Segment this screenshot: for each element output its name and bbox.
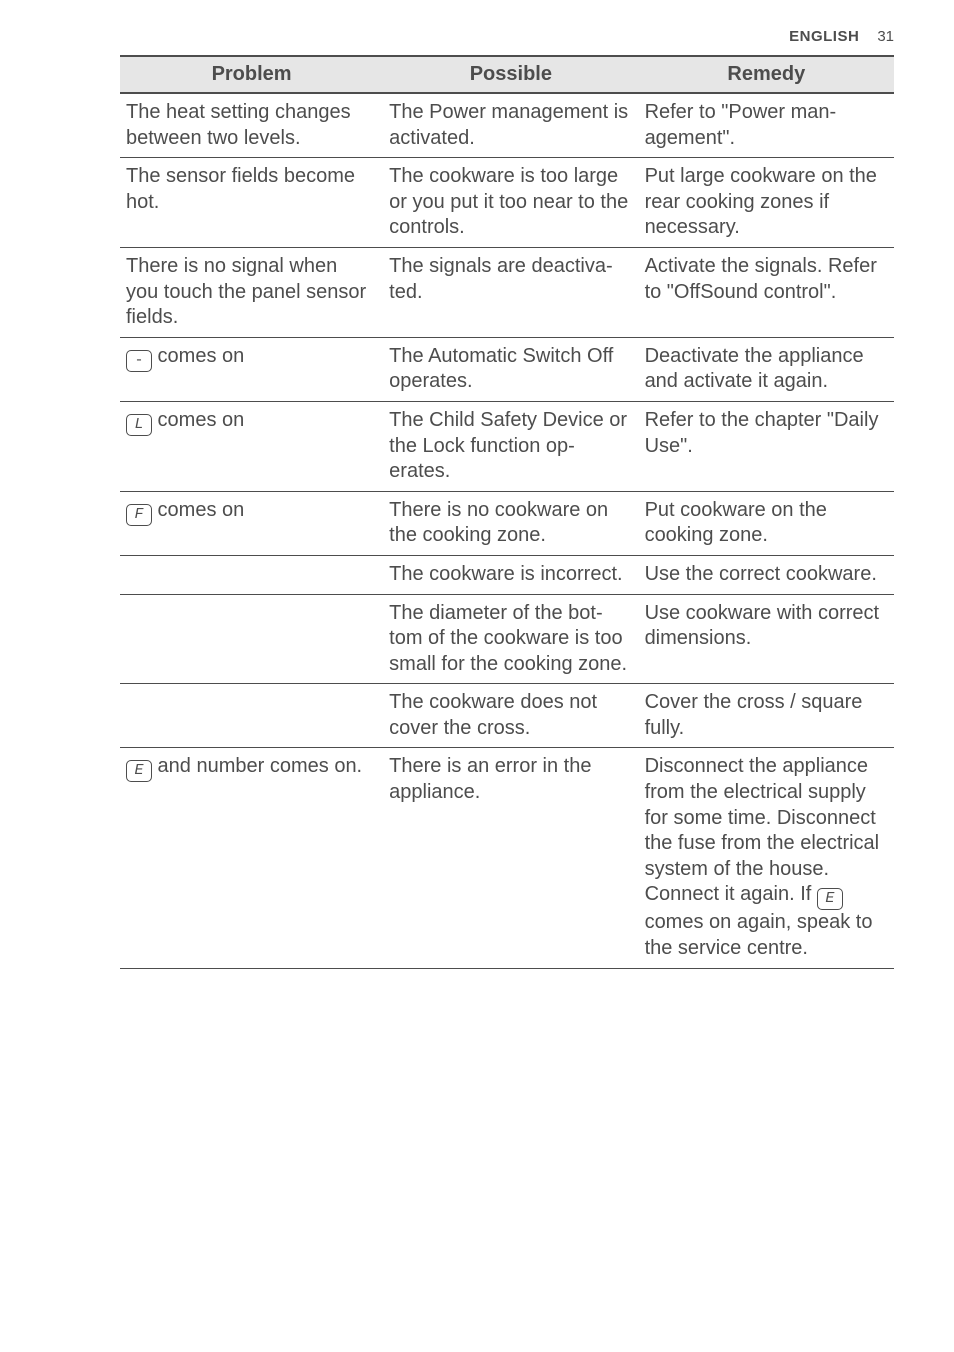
cell-problem: - comes on <box>120 337 383 401</box>
table-row: E and number comes on.There is an error … <box>120 748 894 968</box>
cell-possible: The Automatic Switch Off operates. <box>383 337 638 401</box>
display-symbol: L <box>126 414 152 436</box>
table-row: The diameter of the bot­tom of the cookw… <box>120 594 894 684</box>
cell-remedy: Deactivate the appliance and activate it… <box>639 337 894 401</box>
col-possible: Possible <box>383 56 638 93</box>
cell-problem <box>120 684 383 748</box>
col-remedy: Remedy <box>639 56 894 93</box>
table-row: F comes onThere is no cookware on the co… <box>120 491 894 555</box>
cell-possible: The cookware does not cover the cross. <box>383 684 638 748</box>
cell-remedy: Refer to the chapter "Daily Use". <box>639 401 894 491</box>
troubleshooting-table: Problem Possible Remedy The heat setting… <box>120 55 894 969</box>
cell-problem: The heat setting changes between two lev… <box>120 93 383 158</box>
table-row: There is no signal when you touch the pa… <box>120 247 894 337</box>
cell-problem <box>120 594 383 684</box>
cell-remedy: Put large cookware on the rear cooking z… <box>639 158 894 248</box>
cell-remedy: Use cookware with cor­rect dimensions. <box>639 594 894 684</box>
cell-remedy: Cover the cross / square fully. <box>639 684 894 748</box>
cell-problem <box>120 555 383 594</box>
col-problem: Problem <box>120 56 383 93</box>
header-page-number: 31 <box>877 28 894 45</box>
display-symbol: E <box>817 888 843 910</box>
header-language: ENGLISH <box>789 28 859 45</box>
display-symbol: F <box>126 504 152 526</box>
cell-problem: F comes on <box>120 491 383 555</box>
cell-remedy: Disconnect the appli­ance from the elect… <box>639 748 894 968</box>
cell-problem: E and number comes on. <box>120 748 383 968</box>
cell-possible: The cookware is incor­rect. <box>383 555 638 594</box>
table-row: The cookware does not cover the cross.Co… <box>120 684 894 748</box>
cell-possible: There is an error in the appliance. <box>383 748 638 968</box>
cell-remedy: Put cookware on the cooking zone. <box>639 491 894 555</box>
table-header-row: Problem Possible Remedy <box>120 56 894 93</box>
cell-problem: L comes on <box>120 401 383 491</box>
cell-possible: The diameter of the bot­tom of the cookw… <box>383 594 638 684</box>
cell-remedy: Activate the signals. Re­fer to "OffSoun… <box>639 247 894 337</box>
cell-possible: There is no cookware on the cooking zone… <box>383 491 638 555</box>
display-symbol: - <box>126 350 152 372</box>
table-row: The heat setting changes between two lev… <box>120 93 894 158</box>
cell-possible: The Power management is activated. <box>383 93 638 158</box>
cell-possible: The signals are deactiva­ted. <box>383 247 638 337</box>
cell-problem: There is no signal when you touch the pa… <box>120 247 383 337</box>
table-row: - comes onThe Automatic Switch Off opera… <box>120 337 894 401</box>
cell-possible: The Child Safety Device or the Lock func… <box>383 401 638 491</box>
page: ENGLISH 31 Problem Possible Remedy The he… <box>0 0 954 1352</box>
cell-possible: The cookware is too large or you put it … <box>383 158 638 248</box>
cell-problem: The sensor fields be­come hot. <box>120 158 383 248</box>
page-header: ENGLISH 31 <box>120 28 894 45</box>
table-row: The sensor fields be­come hot.The cookwa… <box>120 158 894 248</box>
cell-remedy: Refer to "Power man­agement". <box>639 93 894 158</box>
cell-remedy: Use the correct cook­ware. <box>639 555 894 594</box>
display-symbol: E <box>126 760 152 782</box>
table-row: The cookware is incor­rect.Use the corre… <box>120 555 894 594</box>
table-row: L comes onThe Child Safety Device or the… <box>120 401 894 491</box>
